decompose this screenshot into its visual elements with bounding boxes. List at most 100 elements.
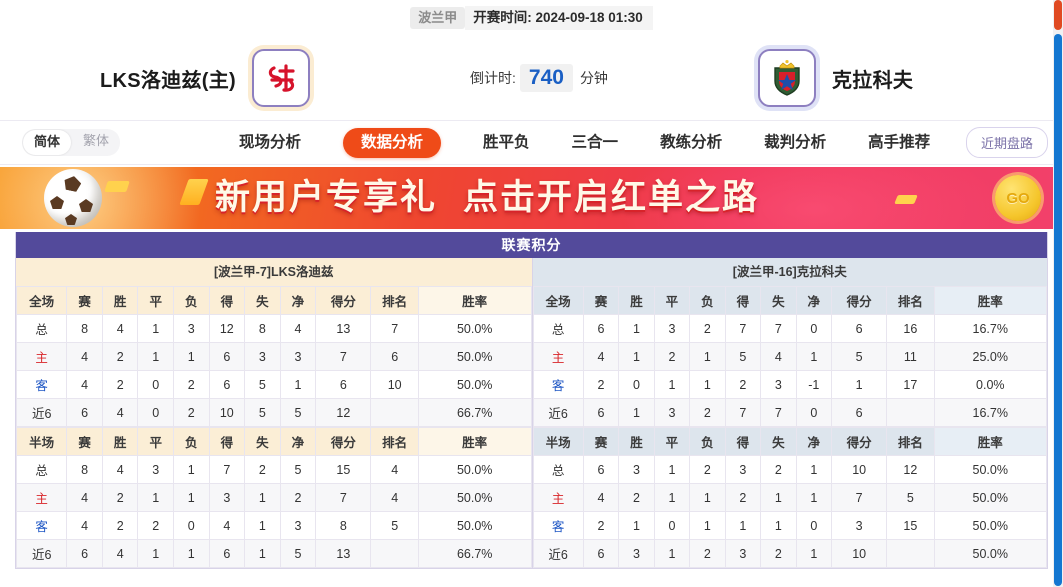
banner-text-left: 新用户专享礼 [215, 178, 438, 218]
col-header-win-rate: 胜率 [933, 286, 1048, 315]
league-chip[interactable]: 波兰甲 [410, 7, 466, 29]
away-team[interactable]: 克拉科夫 [758, 49, 913, 107]
cell-period: 近6 [532, 539, 584, 568]
cell-period: 主 [15, 483, 68, 512]
cell-win-rate: 50.0% [933, 511, 1048, 540]
cell-loss: 1 [689, 483, 726, 512]
cell-goal-diff: 3 [279, 342, 317, 371]
cell-loss: 1 [173, 483, 210, 512]
scrollbar-thumb[interactable] [1054, 34, 1062, 586]
cell-period: 总 [15, 455, 68, 484]
cell-goals-for: 6 [208, 342, 246, 371]
banner-glow-left [0, 167, 260, 229]
panel-split: [波兰甲-7]LKS洛迪兹 全场赛胜平负得失净得分 排名 胜率 总 8 4 1 3 12 8 4 1… [15, 258, 1048, 568]
col-header-played: 赛 [582, 427, 620, 456]
cell-played: 6 [582, 398, 620, 427]
cell-win-rate: 50.0% [933, 483, 1048, 512]
cell-rank: 16 [886, 314, 935, 343]
kickoff-time: 开赛时间: 2024-09-18 01:30 [465, 5, 653, 31]
col-header-points: 得分 [831, 427, 888, 456]
col-header-played: 赛 [582, 286, 620, 315]
cell-loss: 0 [173, 511, 210, 540]
cell-played: 4 [66, 342, 103, 371]
tab-data-analysis[interactable]: 数据分析 [343, 128, 442, 158]
col-header-goals-for: 得 [208, 427, 246, 456]
tab-coach-analysis[interactable]: 教练分析 [660, 134, 723, 151]
cell-period: 近6 [15, 398, 68, 427]
col-header-win: 胜 [101, 286, 139, 315]
tab-three-in-one[interactable]: 三合一 [571, 134, 619, 151]
countdown-value: 740 [519, 63, 573, 93]
cell-goals-for: 3 [724, 455, 762, 484]
promo-banner[interactable]: 新用户专享礼 点击开启红单之路 GO [0, 167, 1063, 229]
col-header-goal-diff: 净 [795, 427, 833, 456]
table-row: 客 2 1 0 1 1 1 0 3 15 50.0% [532, 511, 1048, 540]
cell-goals-against: 1 [760, 511, 797, 540]
lks-lodz-crest-icon [252, 49, 311, 107]
cell-draw: 1 [653, 483, 691, 512]
page-scrollbar[interactable] [1053, 0, 1063, 587]
cell-played: 6 [66, 398, 103, 427]
tab-referee-analysis[interactable]: 裁判分析 [764, 134, 827, 151]
home-team[interactable]: LKS洛迪兹(主) [100, 49, 311, 107]
cell-draw: 2 [653, 342, 691, 371]
banner-ribbon-left-icon [104, 181, 130, 192]
cell-played: 6 [582, 539, 620, 568]
cell-goals-for: 1 [724, 511, 762, 540]
col-header-draw: 平 [137, 427, 174, 456]
table-row: 主 4 2 1 1 2 1 1 7 5 50.0% [532, 483, 1048, 512]
cell-goals-against: 5 [244, 398, 281, 427]
recent-odds-button[interactable]: 近期盘路 [965, 127, 1048, 158]
panel-title: 联赛积分 [16, 232, 1047, 258]
cell-goals-for: 7 [724, 314, 762, 343]
cell-points: 13 [315, 539, 372, 568]
cell-win: 2 [101, 483, 139, 512]
kickoff-value: 2024-09-18 01:30 [535, 9, 643, 25]
table-row: 主 4 2 1 1 6 3 3 7 6 50.0% [15, 342, 532, 371]
cell-period: 客 [15, 370, 68, 399]
cell-draw: 1 [653, 370, 691, 399]
col-header-draw: 平 [137, 286, 174, 315]
cell-goal-diff: 5 [279, 455, 317, 484]
lang-traditional-option[interactable]: 繁体 [83, 133, 110, 149]
tab-win-draw-lose[interactable]: 胜平负 [483, 134, 530, 151]
cell-draw: 1 [653, 455, 691, 484]
table-row: 近6 6 4 1 1 6 1 5 13 66.7% [15, 539, 532, 568]
col-header-loss: 负 [689, 427, 726, 456]
col-header-win: 胜 [618, 427, 655, 456]
language-toggle[interactable]: 简体 繁体 [22, 129, 121, 156]
col-header-draw: 平 [653, 286, 691, 315]
cell-goals-against: 3 [760, 370, 797, 399]
cell-win: 4 [101, 539, 139, 568]
cell-played: 4 [66, 483, 103, 512]
table-row: 客 4 2 0 2 6 5 1 6 10 50.0% [15, 370, 532, 399]
go-coin-icon[interactable]: GO [995, 175, 1041, 221]
cell-goal-diff: 5 [279, 539, 317, 568]
cell-loss: 2 [689, 455, 726, 484]
cell-goals-against: 4 [760, 342, 797, 371]
countdown-label: 倒计时: [470, 69, 516, 86]
away-stats-header: [波兰甲-16]克拉科夫 [532, 258, 1047, 286]
cell-goals-for: 12 [208, 314, 246, 343]
lang-simplified-option[interactable]: 简体 [23, 130, 72, 155]
cell-goals-against: 7 [760, 314, 797, 343]
cell-loss: 1 [173, 342, 210, 371]
tab-live-analysis[interactable]: 现场分析 [239, 134, 302, 151]
cell-loss: 2 [689, 314, 726, 343]
cell-win-rate: 50.0% [417, 511, 532, 540]
cell-played: 6 [66, 539, 103, 568]
cell-goals-for: 7 [208, 455, 246, 484]
tab-expert-picks[interactable]: 高手推荐 [868, 134, 931, 151]
cell-goals-against: 8 [244, 314, 281, 343]
cell-points: 7 [831, 483, 888, 512]
football-icon [44, 169, 102, 227]
cell-period: 客 [532, 370, 584, 399]
cell-loss: 1 [689, 342, 726, 371]
home-full-table: 全场赛胜平负得失净得分 排名 胜率 总 8 4 1 3 12 8 4 13 7 50.0% 主 4 2 1 1 6 3… [15, 286, 532, 427]
cell-win: 1 [618, 314, 655, 343]
table-row: 客 2 0 1 1 2 3 -1 1 17 0.0% [532, 370, 1048, 399]
table-header-row: 全场赛胜平负得失净得分 排名 胜率 [15, 286, 532, 315]
table-header-row: 半场赛胜平负得失净得分 排名 胜率 [15, 427, 532, 456]
cell-goal-diff: 5 [279, 398, 317, 427]
cell-win: 3 [618, 455, 655, 484]
